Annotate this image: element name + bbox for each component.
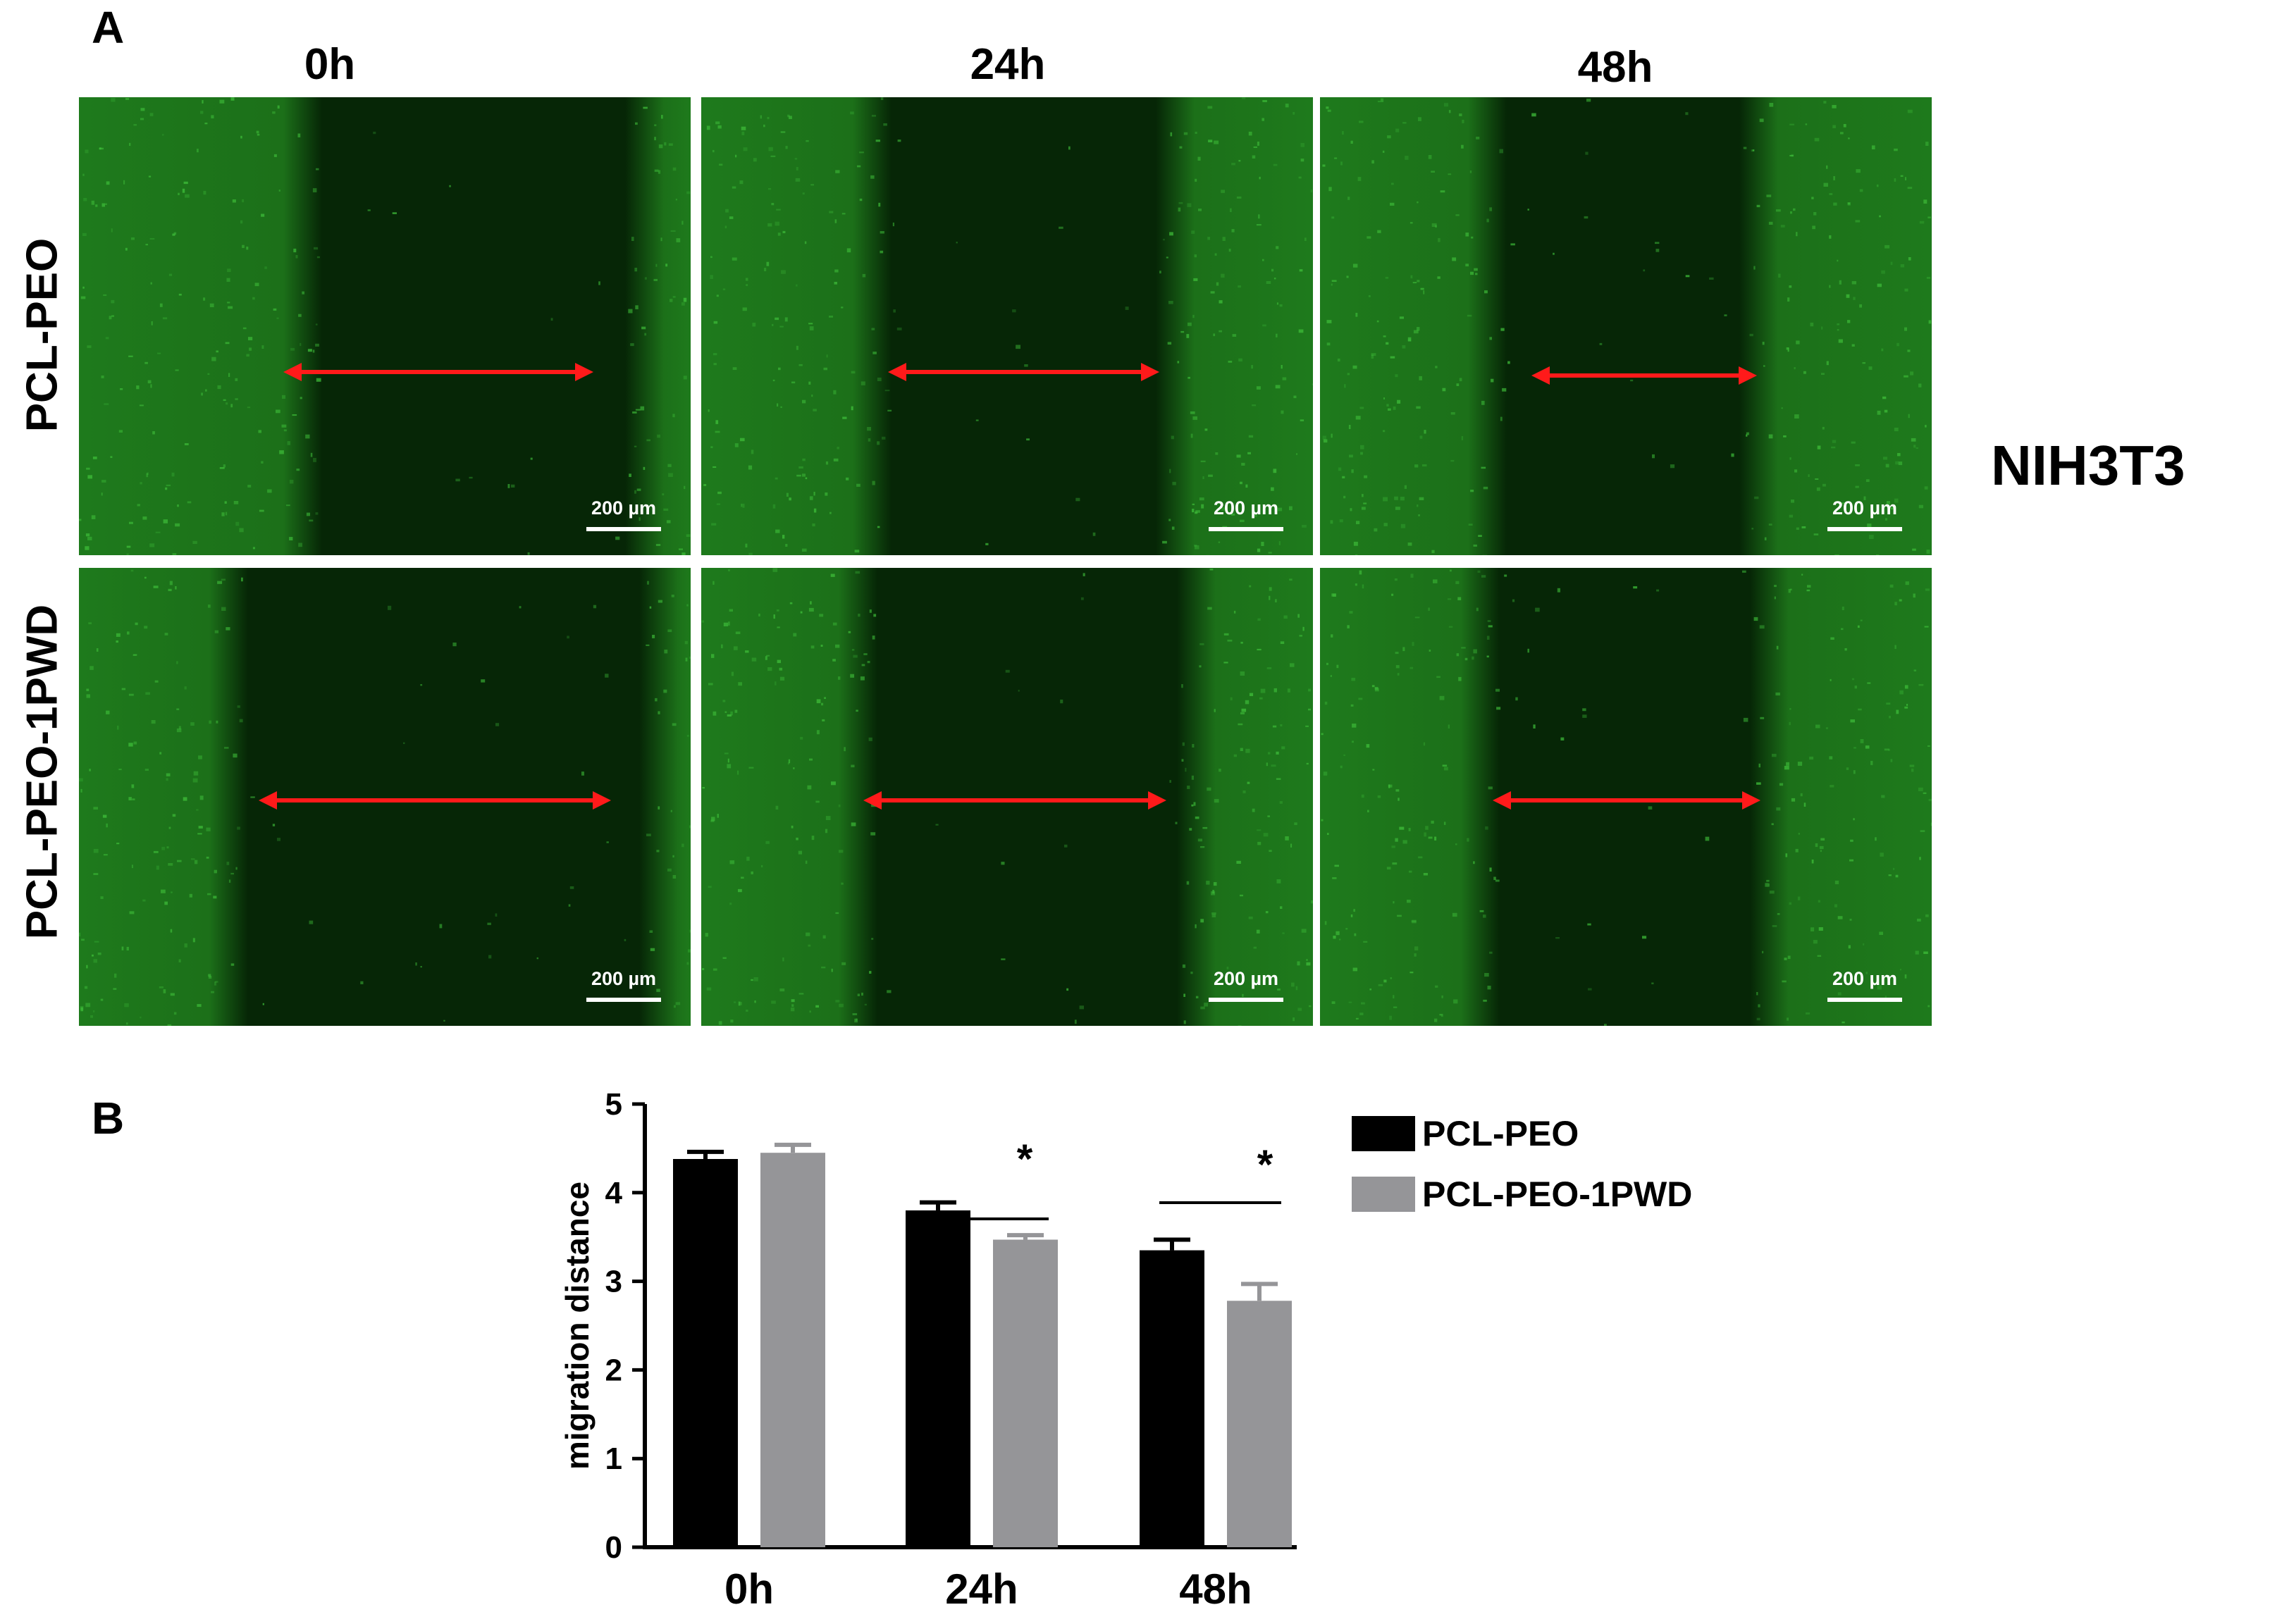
significance-marker-48h: * xyxy=(1257,1142,1273,1188)
micrograph-pcl-peo-1pwd-0h: 200 µm xyxy=(79,568,691,1026)
y-tick-label: 3 xyxy=(605,1265,622,1299)
scale-bar-label: 200 µm xyxy=(591,968,657,989)
y-tick-label: 2 xyxy=(605,1353,622,1387)
scale-bar xyxy=(1827,998,1902,1002)
time-header-24h: 24h xyxy=(970,40,1046,89)
x-tick-label-48h: 48h xyxy=(1179,1566,1252,1613)
bar-pcl-peo-24h xyxy=(906,1210,970,1547)
legend-label-pcl-peo-1pwd: PCL-PEO-1PWD xyxy=(1422,1174,1693,1214)
x-tick-label-0h: 0h xyxy=(724,1566,774,1613)
bar-pcl-peo-1pwd-0h xyxy=(760,1153,825,1547)
scale-bar xyxy=(586,998,661,1002)
time-header-0h: 0h xyxy=(304,40,356,89)
y-axis-title: migration distance xyxy=(559,1182,596,1470)
scale-bar-label: 200 µm xyxy=(1213,497,1279,519)
double-arrow-icon xyxy=(259,791,611,810)
micrograph-pcl-peo-1pwd-24h: 200 µm xyxy=(701,568,1313,1026)
double-arrow-icon xyxy=(888,363,1159,381)
bar-pcl-peo-1pwd-24h xyxy=(993,1239,1058,1547)
significance-marker-24h: * xyxy=(1017,1136,1033,1182)
scale-bar-label: 200 µm xyxy=(1213,968,1279,989)
y-tick-label: 4 xyxy=(605,1176,623,1210)
double-arrow-icon xyxy=(283,363,593,381)
legend-label-pcl-peo: PCL-PEO xyxy=(1422,1114,1579,1153)
scale-bar-label: 200 µm xyxy=(591,497,657,519)
scale-bar xyxy=(586,527,661,531)
scale-bar-label: 200 µm xyxy=(1832,968,1898,989)
micrograph-pcl-peo-1pwd-48h: 200 µm xyxy=(1320,568,1932,1026)
y-tick-label: 1 xyxy=(605,1442,622,1476)
double-arrow-icon xyxy=(1531,366,1757,385)
legend-swatch-pcl-peo xyxy=(1352,1116,1415,1151)
scale-bar xyxy=(1209,527,1283,531)
x-tick-label-24h: 24h xyxy=(945,1566,1018,1613)
y-tick-label: 5 xyxy=(605,1087,622,1122)
micrograph-pcl-peo-24h: 200 µm xyxy=(701,97,1313,555)
bar-pcl-peo-1pwd-48h xyxy=(1227,1301,1292,1547)
scale-bar-label: 200 µm xyxy=(1832,497,1898,519)
panel-b-label: B xyxy=(92,1093,125,1143)
bar-pcl-peo-0h xyxy=(673,1158,738,1547)
y-tick-label: 0 xyxy=(605,1530,622,1565)
cell-line-label: NIH3T3 xyxy=(1991,434,2185,497)
double-arrow-icon xyxy=(1493,791,1760,810)
legend-swatch-pcl-peo-1pwd xyxy=(1352,1177,1415,1212)
panel-a-label: A xyxy=(92,2,125,53)
double-arrow-icon xyxy=(863,791,1166,810)
micrograph-pcl-peo-0h: 200 µm xyxy=(79,97,691,555)
scale-bar xyxy=(1209,998,1283,1002)
micrograph-pcl-peo-48h: 200 µm xyxy=(1320,97,1932,555)
scale-bar xyxy=(1827,527,1902,531)
time-header-48h: 48h xyxy=(1577,43,1653,92)
bar-pcl-peo-48h xyxy=(1140,1250,1204,1547)
